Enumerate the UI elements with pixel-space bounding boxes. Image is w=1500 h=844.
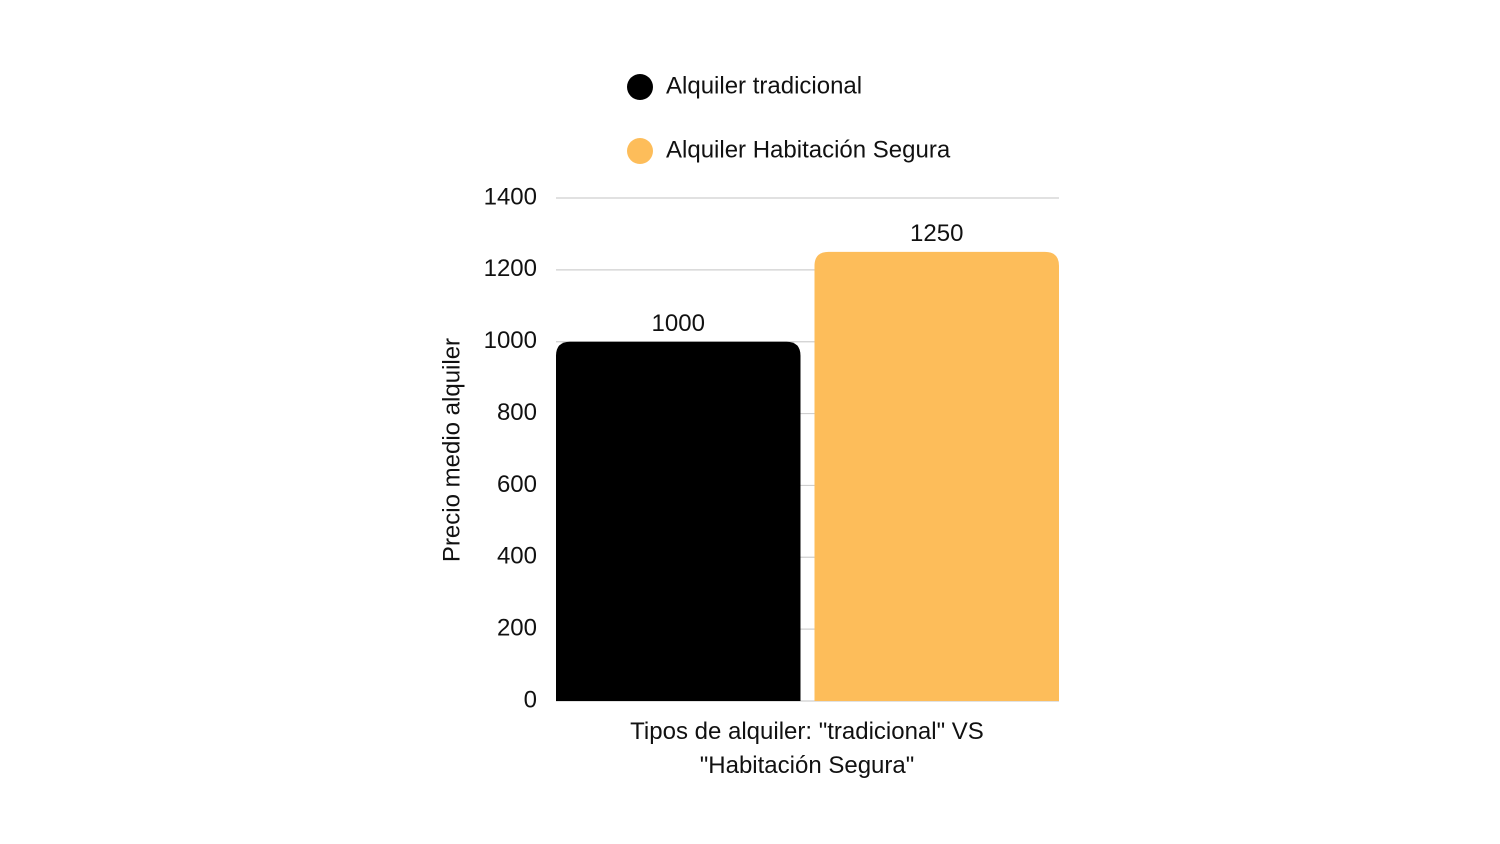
y-tick-label: 0 (524, 686, 537, 713)
y-tick-label: 800 (497, 399, 537, 426)
value-label: 1250 (910, 220, 963, 247)
y-tick-label: 1000 (484, 327, 537, 354)
legend-label: Alquiler tradicional (666, 72, 862, 99)
bar (814, 251, 1059, 701)
legend-marker (627, 74, 653, 100)
value-label: 1000 (652, 310, 705, 337)
y-tick-label: 600 (497, 471, 537, 498)
legend-label: Alquiler Habitación Segura (666, 136, 951, 163)
y-tick-label: 1400 (484, 183, 537, 210)
y-tick-label: 1200 (484, 255, 537, 282)
y-axis-label: Precio medio alquiler (438, 338, 465, 562)
x-tick-label: Tipos de alquiler: "tradicional" VS "Hab… (630, 718, 984, 779)
legend-marker (627, 138, 653, 164)
bar (556, 341, 801, 701)
y-tick-label: 400 (497, 543, 537, 570)
y-tick-label: 200 (497, 614, 537, 641)
